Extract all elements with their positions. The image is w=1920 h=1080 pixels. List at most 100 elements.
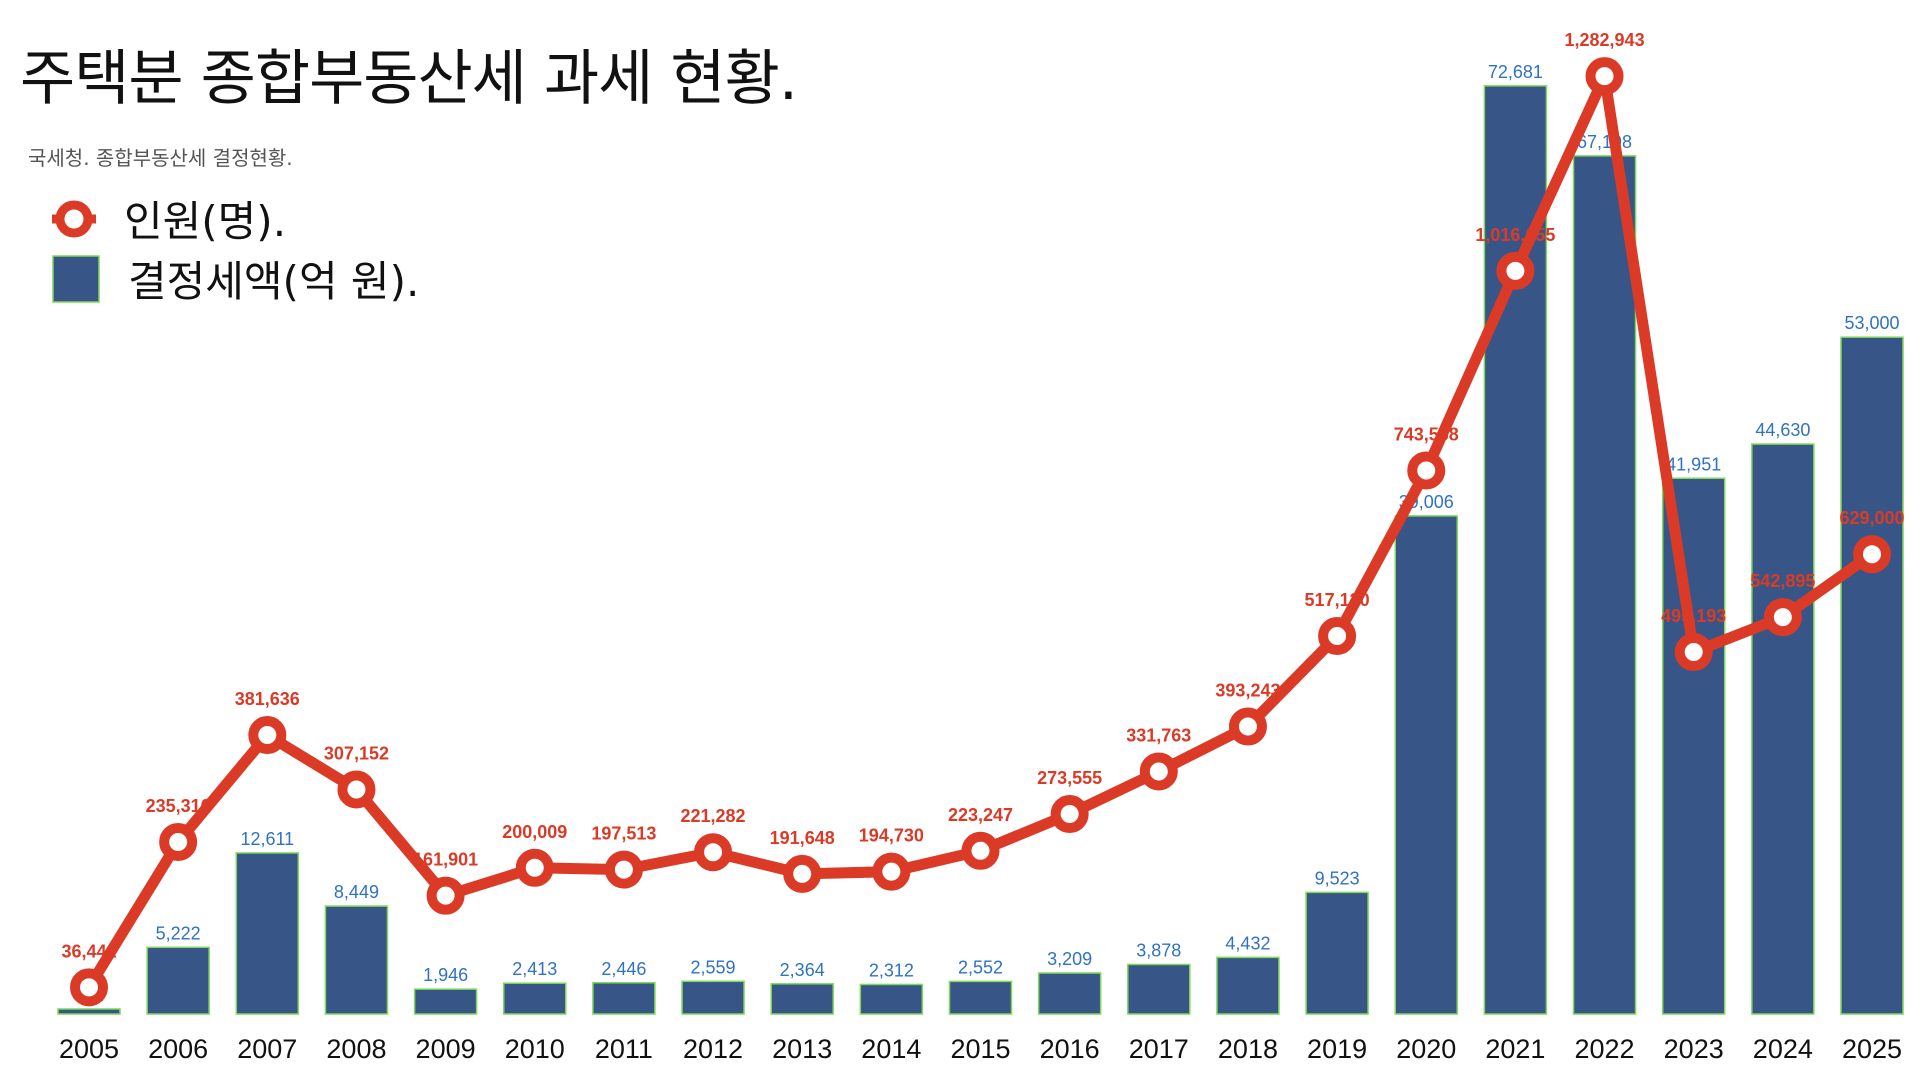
bar — [681, 980, 745, 1015]
bar — [1751, 443, 1815, 1015]
bar-value-label: 41,951 — [1666, 454, 1721, 474]
bar-value-label: 1,946 — [423, 965, 468, 985]
line-value-label: 223,247 — [948, 805, 1013, 825]
line-point — [515, 848, 554, 887]
line-value-label: 273,555 — [1037, 768, 1102, 788]
line-point — [1407, 451, 1446, 490]
bar-value-label: 44,630 — [1755, 420, 1810, 440]
line-value-label: 161,901 — [413, 850, 478, 870]
line-value-label: 191,648 — [770, 828, 835, 848]
bar-value-label: 4,432 — [1225, 933, 1270, 953]
line-value-label: 200,009 — [502, 822, 567, 842]
line-value-label: 331,763 — [1126, 725, 1191, 745]
line-value-label: 221,282 — [681, 806, 746, 826]
x-tick-label: 2022 — [1575, 1034, 1635, 1064]
bar — [859, 983, 924, 1015]
x-tick-label: 2013 — [772, 1034, 832, 1064]
x-tick-label: 2019 — [1307, 1034, 1367, 1064]
x-tick-label: 2023 — [1664, 1034, 1724, 1064]
bar-value-label: 2,559 — [691, 957, 736, 977]
bar — [592, 982, 656, 1015]
line-value-label: 36,441 — [61, 941, 116, 961]
line-point — [1674, 633, 1713, 672]
bar — [146, 946, 210, 1015]
x-tick-label: 2020 — [1396, 1034, 1456, 1064]
line-point — [961, 831, 1000, 870]
bar-value-label: 5,222 — [156, 923, 201, 943]
bar-value-label: 2,413 — [512, 959, 557, 979]
x-tick-label: 2007 — [237, 1034, 297, 1064]
bar — [948, 980, 1013, 1015]
x-tick-label: 2008 — [326, 1034, 386, 1064]
legend-label-people: 인원(명). — [124, 197, 287, 246]
line-value-label: 307,152 — [324, 743, 389, 763]
line-point — [1496, 251, 1535, 290]
line-point — [248, 716, 287, 755]
line-value-label: 393,243 — [1215, 681, 1280, 701]
bar-value-label: 2,552 — [958, 957, 1003, 977]
bar — [1840, 336, 1904, 1015]
line-point — [1050, 795, 1089, 834]
line-point — [783, 854, 822, 893]
bar-value-label: 2,446 — [601, 959, 646, 979]
line-value-label: 495,193 — [1661, 606, 1726, 626]
line-point — [70, 968, 108, 1007]
bar — [413, 988, 478, 1015]
line-point — [159, 822, 198, 861]
x-tick-label: 2011 — [595, 1034, 653, 1064]
bar-value-label: 2,312 — [869, 960, 914, 980]
x-tick-label: 2015 — [950, 1034, 1010, 1064]
line-value-label: 629,000 — [1839, 508, 1904, 528]
bar-value-label: 3,878 — [1136, 940, 1181, 960]
x-tick-label: 2017 — [1129, 1034, 1189, 1064]
x-tick-label: 2006 — [148, 1034, 208, 1064]
line-value-label: 743,568 — [1394, 424, 1459, 444]
x-tick-label: 2010 — [505, 1034, 565, 1064]
line-value-label: 1,282,943 — [1565, 30, 1645, 50]
bar-value-label: 2,364 — [780, 960, 825, 980]
x-tick-label: 2009 — [416, 1034, 476, 1064]
bar-value-label: 12,611 — [240, 829, 294, 849]
bar — [1216, 956, 1280, 1015]
bar — [1394, 515, 1458, 1015]
line-point — [426, 876, 465, 915]
bar — [503, 982, 567, 1015]
bar-value-label: 9,523 — [1315, 868, 1360, 888]
line-point — [1139, 752, 1178, 791]
legend-item-people: 인원(명). — [52, 188, 286, 249]
bar — [1483, 85, 1548, 1015]
line-value-label: 197,513 — [591, 824, 656, 844]
x-tick-label: 2012 — [683, 1034, 743, 1064]
x-tick-label: 2021 — [1485, 1034, 1545, 1064]
x-tick-label: 2025 — [1842, 1034, 1902, 1064]
line-value-label: 542,895 — [1750, 571, 1815, 591]
line-point — [1318, 616, 1357, 655]
bar-value-label: 67,198 — [1577, 132, 1632, 152]
x-tick-label: 2018 — [1218, 1034, 1278, 1064]
line-point — [872, 852, 911, 891]
bar-value-label: 3,209 — [1047, 949, 1092, 969]
line-marker-icon — [52, 200, 96, 237]
line-value-label: 194,730 — [859, 826, 924, 846]
legend-item-tax: 결정세액(억 원). — [52, 248, 419, 309]
x-tick-label: 2024 — [1753, 1034, 1813, 1064]
bar — [1305, 891, 1369, 1015]
chart-subtitle: 국세청. 종합부동산세 결정현황. — [28, 146, 293, 170]
line-point — [337, 770, 376, 809]
bar-swatch-icon — [52, 254, 100, 303]
chart-title: 주택분 종합부동산세 과세 현황. — [20, 44, 798, 114]
bar — [1572, 155, 1637, 1015]
bar-value-label: 8,449 — [334, 882, 379, 902]
bar — [770, 983, 834, 1015]
bar — [324, 905, 389, 1015]
x-tick-label: 2014 — [861, 1034, 921, 1064]
bar-value-label: 53,000 — [1844, 313, 1899, 333]
line-point — [694, 833, 733, 872]
line-point — [1853, 535, 1891, 574]
legend-label-tax: 결정세액(억 원). — [128, 257, 420, 306]
line-value-label: 235,316 — [146, 796, 211, 816]
line-point — [1228, 707, 1267, 746]
line-point — [1585, 57, 1624, 96]
bar — [1037, 972, 1102, 1015]
